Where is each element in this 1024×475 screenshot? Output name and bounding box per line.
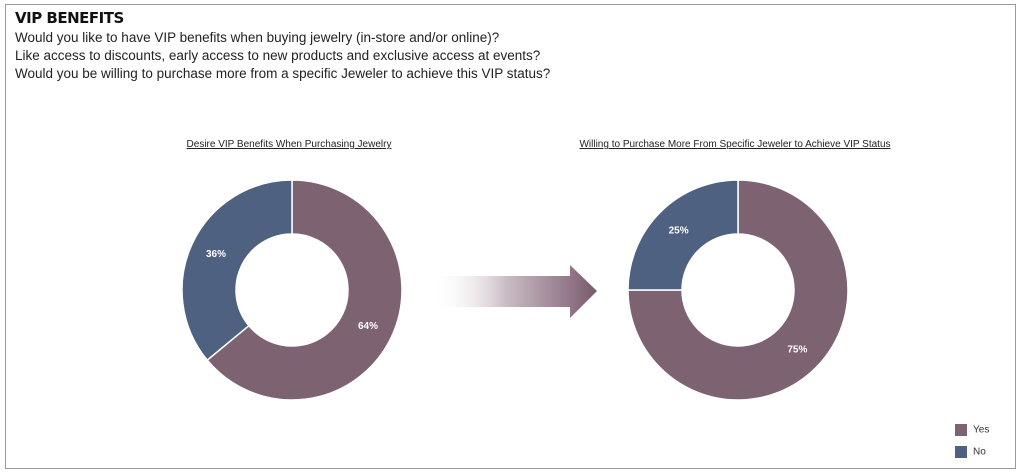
data-label-no: 36% xyxy=(206,249,226,260)
donut-chart-willing-purchase: 75% 25% xyxy=(627,179,849,401)
legend-item-yes: Yes xyxy=(955,424,989,436)
question-line-2: Like access to discounts, early access t… xyxy=(15,48,541,63)
chart-title-desire-vip: Desire VIP Benefits When Purchasing Jewe… xyxy=(186,139,392,150)
transition-arrow xyxy=(432,265,597,318)
donut-slice-no xyxy=(627,179,739,291)
legend-label-no: No xyxy=(973,446,986,458)
donut-slice-yes xyxy=(206,179,403,401)
data-label-yes: 75% xyxy=(787,344,807,355)
question-line-3: Would you be willing to purchase more fr… xyxy=(15,66,551,81)
donut-chart-desire-vip: 64% 36% xyxy=(181,179,403,401)
donut-slice-yes xyxy=(627,179,849,401)
data-label-yes: 64% xyxy=(358,321,378,332)
panel-frame xyxy=(5,4,1016,469)
page-title: VIP BENEFITS xyxy=(15,9,124,27)
legend-swatch-yes xyxy=(955,424,967,436)
legend-item-no: No xyxy=(955,446,986,458)
question-line-1: Would you like to have VIP benefits when… xyxy=(15,30,500,45)
donut-slice-no xyxy=(181,179,293,362)
legend-swatch-no xyxy=(955,446,967,458)
data-label-no: 25% xyxy=(669,226,689,237)
chart-title-willing-purchase: Willing to Purchase More From Specific J… xyxy=(579,139,891,150)
legend-label-yes: Yes xyxy=(973,424,990,436)
